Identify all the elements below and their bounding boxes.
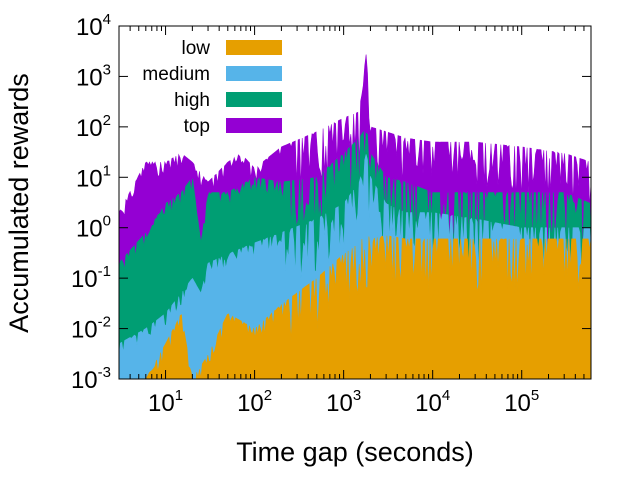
y-tick-label: 104 bbox=[76, 11, 111, 41]
x-tick-label: 104 bbox=[415, 387, 450, 417]
y-tick-label: 10-1 bbox=[71, 263, 111, 293]
x-tick-label: 103 bbox=[326, 387, 361, 417]
legend-label-high: high bbox=[174, 90, 210, 111]
legend-swatch-top bbox=[226, 118, 282, 133]
y-tick-label: 102 bbox=[76, 112, 111, 142]
y-tick-label: 103 bbox=[76, 61, 111, 91]
x-tick-label: 101 bbox=[148, 387, 183, 417]
plot-frame bbox=[118, 25, 592, 380]
y-tick-label: 101 bbox=[76, 162, 111, 192]
y-tick-label: 100 bbox=[76, 213, 111, 243]
y-axis-label: Accumulated rewards bbox=[4, 73, 34, 333]
legend-swatch-medium bbox=[226, 66, 282, 81]
x-tick-label: 105 bbox=[504, 387, 539, 417]
legend-label-top: top bbox=[184, 116, 210, 137]
series-layer bbox=[119, 54, 591, 379]
y-tick-label: 10-2 bbox=[71, 314, 111, 344]
x-axis-label: Time gap (seconds) bbox=[236, 437, 474, 467]
legend-swatch-low bbox=[226, 40, 282, 55]
tick-layer: 101 102 103 104 105 10-3 10-2 10-1 100 101 102 103 1… bbox=[71, 11, 592, 417]
y-tick-label: 10-3 bbox=[71, 364, 111, 394]
legend: low medium high top bbox=[142, 38, 282, 137]
legend-swatch-high bbox=[226, 92, 282, 107]
series-area-low bbox=[119, 235, 591, 379]
legend-label-medium: medium bbox=[142, 64, 210, 85]
x-tick-label: 102 bbox=[237, 387, 272, 417]
legend-label-low: low bbox=[181, 38, 210, 59]
